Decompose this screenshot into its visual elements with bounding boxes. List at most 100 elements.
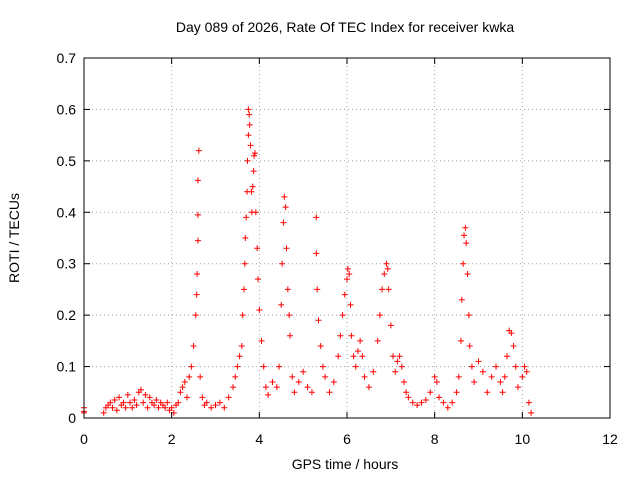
data-point [508,330,515,337]
data-point [177,389,184,396]
data-point [116,394,123,401]
data-point [344,265,351,272]
data-point [521,363,528,370]
data-point [289,373,296,380]
data-point [335,353,342,360]
data-point [315,317,322,324]
data-point [221,404,228,411]
y-tick-label: 0.1 [57,359,77,375]
data-point [248,188,255,195]
data-point [337,332,344,339]
data-point [525,399,532,406]
data-point [162,404,169,411]
data-point [216,399,223,406]
data-point [350,353,357,360]
data-point [244,157,251,164]
data-point [405,394,412,401]
data-point [254,245,261,252]
data-point [249,183,256,190]
data-point [384,265,391,272]
data-point [484,389,491,396]
data-point [194,237,201,244]
data-point [357,337,364,344]
data-point [365,384,372,391]
data-point [192,312,199,319]
data-point [242,235,249,241]
data-point [243,214,250,221]
y-tick-label: 0.7 [57,50,77,66]
data-point [212,402,219,409]
data-point [519,373,526,380]
data-point [390,353,397,360]
x-tick-label: 4 [255,431,263,447]
data-point [449,399,456,406]
data-point [379,286,386,293]
data-point [241,260,248,267]
data-point [208,404,215,411]
data-point [164,399,171,406]
data-point [133,402,140,409]
data-point [258,337,265,344]
data-point [387,322,394,329]
data-point [300,368,307,375]
data-point [151,402,158,409]
x-axis-label: GPS time / hours [292,456,399,472]
y-tick-label: 0.3 [57,256,77,272]
data-point [348,332,355,339]
data-point [247,142,254,149]
data-point [326,389,333,396]
data-point [427,389,434,396]
data-point [109,404,116,411]
data-point [245,132,252,139]
data-point [512,363,519,370]
data-point [199,394,206,401]
x-tick-label: 8 [431,431,439,447]
data-point [398,363,405,370]
data-point [409,399,416,406]
data-point [385,286,392,293]
data-point [283,245,290,252]
data-point [246,111,253,118]
data-point [370,368,377,375]
chart-title: Day 089 of 2026, Rate Of TEC Index for r… [176,19,514,35]
data-point [514,384,521,391]
data-point [122,404,129,411]
data-point [144,404,151,411]
data-point [184,394,191,401]
x-tick-label: 10 [515,431,531,447]
data-point [319,363,326,370]
data-point [313,214,320,221]
data-point [455,373,462,380]
y-tick-label: 0.5 [57,153,77,169]
data-point [460,260,467,267]
data-point [461,232,468,239]
x-tick-label: 2 [168,431,176,447]
x-tick-label: 12 [602,431,618,447]
data-point [276,363,283,370]
data-point [403,389,410,396]
data-point [234,363,241,370]
data-point [501,373,508,380]
data-point [131,397,138,403]
grid-lines [84,58,610,418]
x-tick-labels: 0 2 4 6 8 10 12 [80,431,618,447]
data-point [239,312,246,319]
axis-ticks [83,57,611,419]
data-point [278,301,285,308]
data-point [194,177,201,184]
data-point [458,296,465,303]
data-point [175,399,182,406]
data-point [436,394,443,401]
data-point [418,399,425,406]
data-point [190,343,197,349]
data-point [194,271,201,277]
data-point [523,368,530,375]
y-tick-labels: 0 0.1 0.2 0.3 0.4 0.5 0.6 0.7 [57,50,77,426]
data-point [381,271,388,277]
data-point [168,404,175,411]
data-point [113,407,120,414]
data-point [284,286,291,293]
data-point [250,168,257,175]
